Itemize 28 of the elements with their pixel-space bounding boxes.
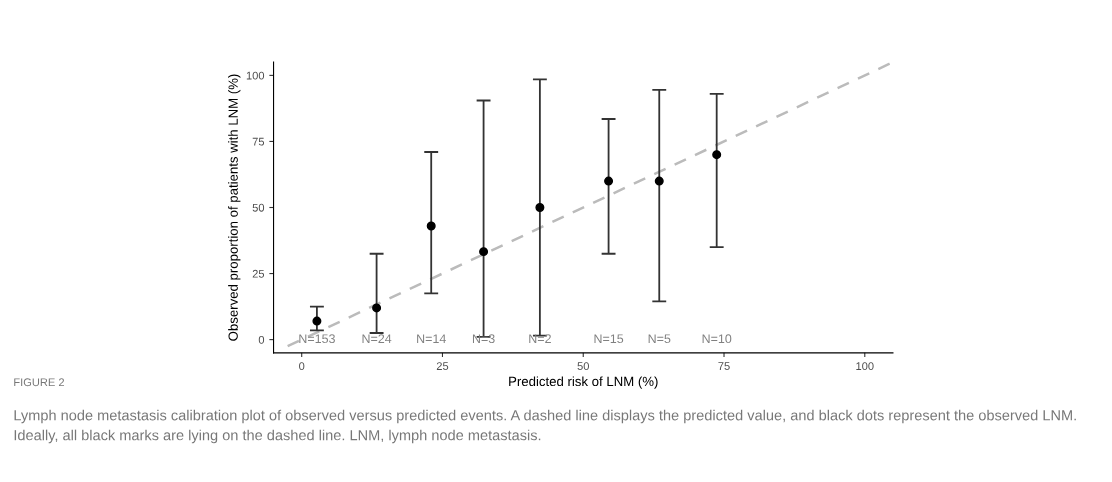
annotation: N=14 <box>417 334 446 343</box>
y-axis-title: Observed proportion of patients with LNM (%) <box>228 74 241 341</box>
y-tick-label: 0 <box>258 335 265 344</box>
caption: FIGURE 2 <box>14 378 65 387</box>
annotation: N=10 <box>702 334 732 344</box>
x-tick-label: 75 <box>718 362 730 371</box>
x-tick-label: 100 <box>856 362 874 371</box>
x-tick-label: 50 <box>577 362 589 371</box>
y-tick-label: 50 <box>252 203 265 212</box>
point <box>712 150 722 160</box>
y-tick-label: 100 <box>246 71 265 80</box>
point <box>372 303 382 313</box>
annotation: N=153 <box>299 334 335 344</box>
point <box>426 221 436 231</box>
annotation: N=5 <box>648 334 671 344</box>
point <box>312 316 322 326</box>
x-tick-label: 25 <box>436 362 449 371</box>
point <box>479 247 489 257</box>
y-tick-label: 75 <box>252 137 265 146</box>
annotation: N=24 <box>362 334 392 343</box>
x-tick-label: 0 <box>299 362 305 371</box>
point <box>604 176 614 186</box>
y-tick-label: 25 <box>252 269 265 278</box>
point <box>535 203 545 213</box>
point <box>654 176 664 186</box>
annotation: N=15 <box>594 334 624 344</box>
text: Lymph node metastasis calibration plot of observed versus predicted events. A dashed line displays the predicted value, and black dots represent the observed LNM. Ideally, all black marks are lying on the dashed line. LNM, lymph node metastasis. <box>14 409 1076 444</box>
x-axis-title: Predicted risk of LNM (%) <box>509 376 658 389</box>
